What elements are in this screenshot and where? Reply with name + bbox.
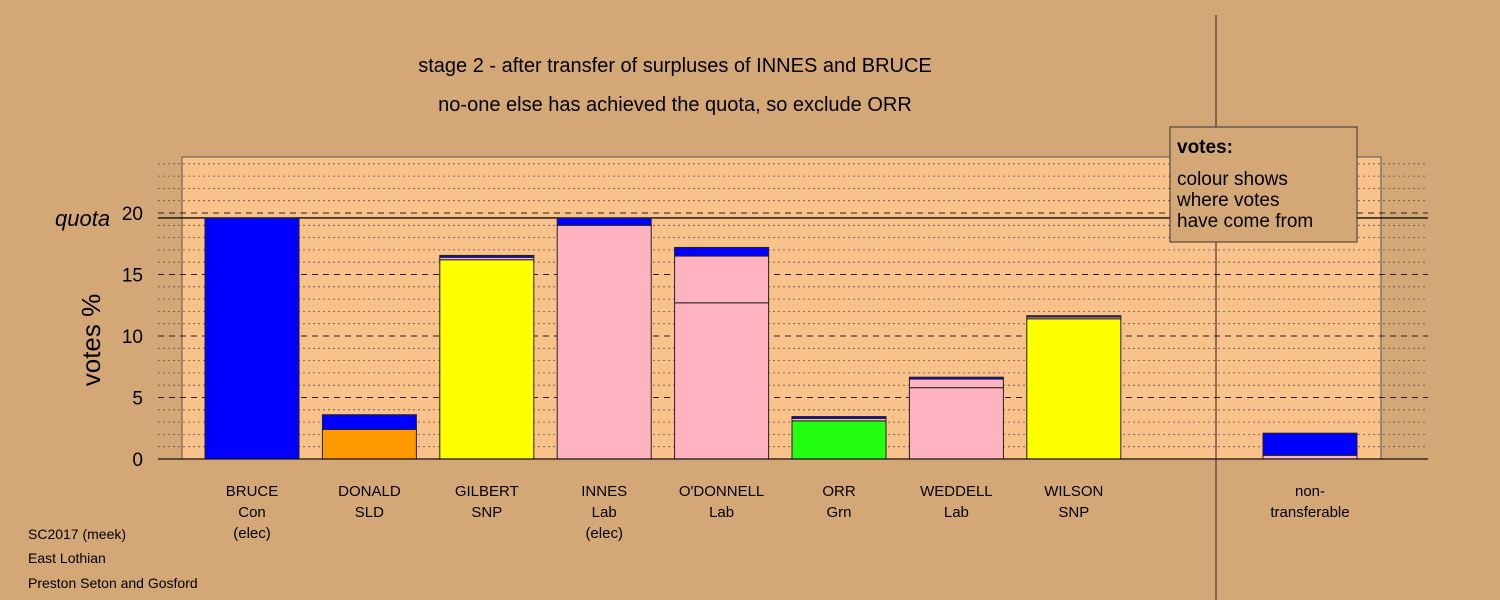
bar-segment: [204, 217, 300, 460]
bar-weddell: [908, 376, 1004, 460]
bar-segment: [908, 387, 1004, 460]
nontransferable-label: non-: [1295, 483, 1325, 500]
nontransferable-label: transferable: [1270, 504, 1349, 521]
y-tick-label: 10: [122, 327, 143, 348]
candidate-party-label: Lab: [944, 504, 969, 521]
chart-title: stage 2 - after transfer of surpluses of…: [418, 55, 932, 77]
bar-innes: [556, 217, 652, 460]
legend-line-1: colour shows: [1177, 169, 1288, 190]
candidate-party-label: Lab: [709, 504, 734, 521]
y-tick-label: 5: [132, 389, 143, 410]
footer-ward: Preston Seton and Gosford: [28, 575, 198, 591]
candidate-name-label: GILBERT: [455, 483, 519, 500]
bar-segment: [1262, 432, 1358, 456]
y-tick-label: 15: [122, 266, 143, 287]
bar-gilbert: [439, 254, 535, 460]
bar-segment: [556, 224, 652, 460]
bar-odonnell: [674, 246, 770, 460]
legend-line-3: have come from: [1177, 211, 1313, 232]
footer-council: East Lothian: [28, 550, 106, 566]
bar-segment: [674, 246, 770, 257]
bar-segment: [321, 414, 417, 430]
y-tick-label: 20: [122, 204, 143, 225]
bar-donald: [321, 414, 417, 460]
bar-segment: [439, 254, 535, 258]
candidate-party-label: SLD: [355, 504, 384, 521]
bar-segment: [674, 255, 770, 304]
candidate-note-label: (elec): [233, 525, 271, 542]
candidate-name-label: WEDDELL: [920, 483, 993, 500]
candidate-party-label: SNP: [1058, 504, 1089, 521]
candidate-name-label: ORR: [822, 483, 856, 500]
candidate-name-label: DONALD: [338, 483, 401, 500]
bar-segment: [908, 376, 1004, 380]
y-tick-label: 0: [132, 450, 143, 471]
legend-line-2: where votes: [1176, 190, 1279, 211]
candidate-party-label: Lab: [592, 504, 617, 521]
footer-method: SC2017 (meek): [28, 526, 126, 542]
bar-segment: [791, 416, 887, 419]
bar-segment: [1026, 318, 1122, 460]
candidate-name-label: BRUCE: [226, 483, 279, 500]
bar-segment: [908, 378, 1004, 389]
bar-segment: [674, 302, 770, 460]
bar-segment: [321, 428, 417, 460]
bar-wilson: [1026, 315, 1122, 460]
candidate-party-label: Grn: [826, 504, 851, 521]
legend-box: [1169, 126, 1358, 243]
candidate-party-label: SNP: [471, 504, 502, 521]
candidate-name-label: INNES: [581, 483, 627, 500]
bar-segment: [439, 259, 535, 460]
candidate-name-label: WILSON: [1044, 483, 1103, 500]
legend: votes: colour shows where votes have com…: [1169, 126, 1358, 243]
y-axis-label: votes %: [76, 294, 106, 387]
bar-segment: [556, 217, 652, 226]
bar-segment: [1026, 315, 1122, 318]
bar-orr: [791, 416, 887, 460]
bar-segment: [791, 420, 887, 460]
legend-title: votes:: [1177, 137, 1233, 158]
candidate-party-label: Con: [238, 504, 266, 521]
candidate-note-label: (elec): [585, 525, 623, 542]
chart-subtitle: no-one else has achieved the quota, so e…: [438, 94, 912, 116]
candidate-name-label: O'DONNELL: [679, 483, 764, 500]
bar-nontransferable: [1262, 432, 1358, 460]
quota-label: quota: [55, 206, 110, 231]
bar-bruce: [204, 217, 300, 460]
